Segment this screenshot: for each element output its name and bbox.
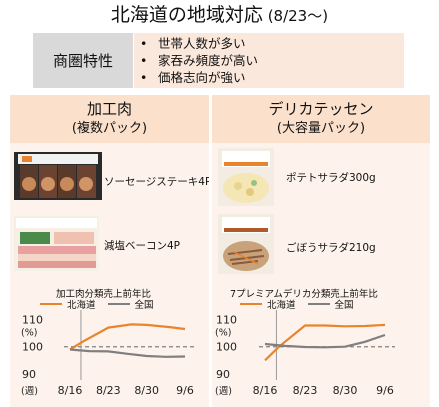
legend-swatch-hokkaido — [40, 303, 62, 305]
product-label: ごぼうサラダ210g — [286, 242, 376, 254]
potato-salad-image — [218, 148, 274, 206]
series-line-hokkaido — [264, 323, 386, 362]
y-unit-label: (%) — [215, 327, 231, 338]
y-tick-label: 110 — [216, 313, 237, 326]
y-tick-label: 90 — [216, 368, 230, 381]
x-tick-label: 9/6 — [176, 384, 194, 397]
chart-title: 7プレミアムデリカ分類売上前年比 — [230, 289, 378, 300]
x-tick-label: 8/16 — [253, 384, 278, 397]
product-label: ソーセージステーキ4P — [104, 176, 212, 188]
chart-legend: 北海道 全国 — [240, 297, 354, 311]
column-divider — [209, 95, 212, 407]
y-tick-label: 110 — [22, 313, 43, 326]
chart-title: 加工肉分類売上前年比 — [56, 289, 152, 300]
y-tick-label: 100 — [22, 341, 43, 354]
column-title: デリカテッセン — [268, 100, 374, 118]
column-header-delicatessen: デリカテッセン (大容量パック) — [212, 95, 430, 143]
product-label: ポテトサラダ300g — [286, 172, 376, 184]
column-title: 加工肉 — [86, 100, 132, 118]
x-tick-label: 8/16 — [58, 384, 83, 397]
x-tick-label: 8/30 — [134, 384, 159, 397]
legend-swatch-national — [307, 303, 330, 305]
series-line-national — [264, 333, 386, 349]
page-title-main: 北海道の地域対応 — [110, 4, 263, 26]
legend-swatch-national — [107, 303, 130, 305]
series-line-national — [69, 348, 186, 358]
burdock-salad-image — [218, 214, 274, 274]
bacon-pack-image — [14, 216, 99, 271]
y-unit-label: (%) — [21, 327, 37, 338]
column-header-processed-meat: 加工肉 (複数パック) — [10, 95, 209, 143]
legend-label-national: 全国 — [134, 300, 154, 311]
x-tick-label: 8/23 — [96, 384, 121, 397]
series-line-hokkaido — [69, 323, 186, 351]
product-label: 減塩ベーコン4P — [104, 240, 181, 252]
column-subtitle: (大容量パック) — [276, 121, 366, 136]
trait-item: 価格志向が強い — [140, 69, 404, 86]
y-tick-label: 100 — [216, 341, 237, 354]
page-title-date: (8/23〜) — [262, 7, 329, 25]
x-tick-label: 9/6 — [376, 384, 394, 397]
trait-item: 世帯人数が多い — [140, 35, 404, 52]
legend-label-hokkaido: 北海道 — [67, 300, 96, 311]
trade-area-traits: 世帯人数が多い 家吞み頻度が高い 価格志向が強い — [134, 33, 404, 88]
trade-area-label: 商圏特性 — [33, 33, 133, 88]
y-tick-label: 90 — [22, 368, 36, 381]
x-tick-label: 8/30 — [333, 384, 358, 397]
legend-label-hokkaido: 北海道 — [267, 300, 296, 311]
legend-swatch-hokkaido — [240, 303, 262, 305]
x-tick-label: 8/23 — [293, 384, 318, 397]
x-unit-label: (週) — [21, 385, 38, 397]
column-subtitle: (複数パック) — [71, 121, 148, 136]
page-title: 北海道の地域対応 (8/23〜) — [0, 2, 439, 29]
trait-item: 家吞み頻度が高い — [140, 52, 404, 69]
x-unit-label: (週) — [215, 385, 232, 397]
legend-label-national: 全国 — [334, 300, 354, 311]
sausage-pack-image — [14, 152, 102, 200]
chart-legend: 北海道 全国 — [40, 297, 154, 311]
